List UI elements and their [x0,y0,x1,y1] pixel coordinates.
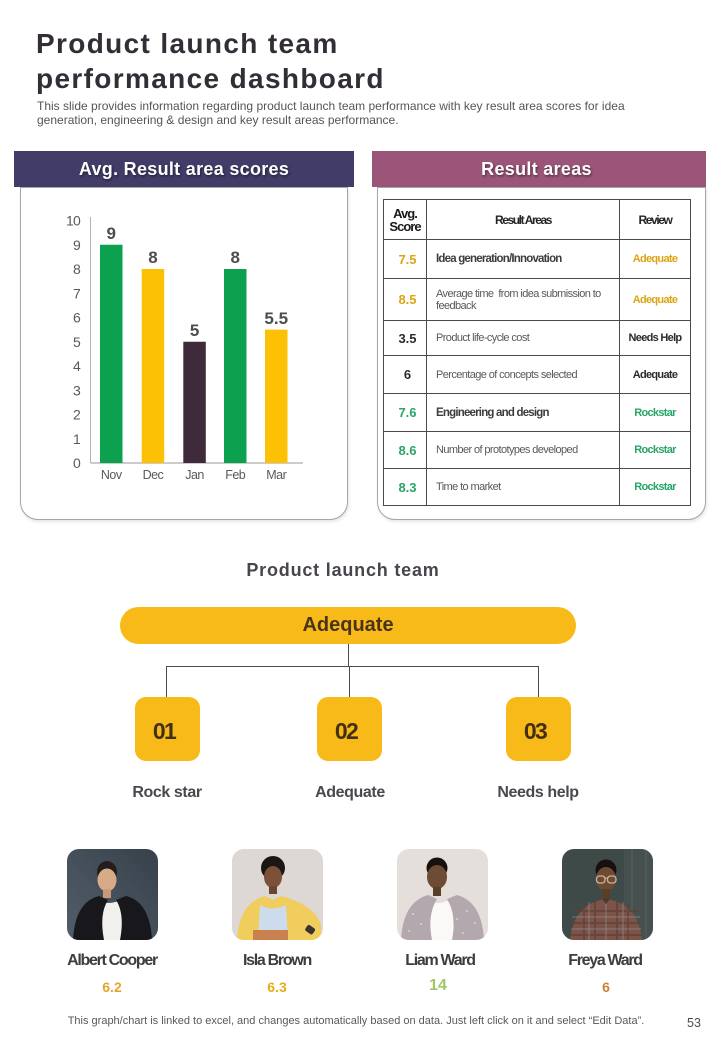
svg-text:5: 5 [190,321,199,340]
svg-text:8: 8 [231,248,240,267]
svg-text:9: 9 [73,237,81,253]
svg-text:2: 2 [73,407,81,423]
svg-text:1: 1 [73,431,81,447]
svg-text:10: 10 [66,213,81,229]
svg-text:7: 7 [73,285,81,301]
svg-text:8: 8 [148,248,157,267]
svg-text:Feb: Feb [225,468,246,482]
svg-text:6: 6 [73,310,81,326]
svg-text:8: 8 [73,261,81,277]
svg-text:Nov: Nov [101,468,123,482]
svg-text:Jan: Jan [185,468,204,482]
svg-text:5.5: 5.5 [264,309,288,328]
svg-text:4: 4 [73,358,81,374]
svg-text:Mar: Mar [266,468,286,482]
svg-text:Dec: Dec [143,468,164,482]
svg-text:5: 5 [73,334,81,350]
svg-text:3: 3 [73,382,81,398]
svg-text:0: 0 [73,455,81,471]
svg-text:9: 9 [107,224,116,243]
